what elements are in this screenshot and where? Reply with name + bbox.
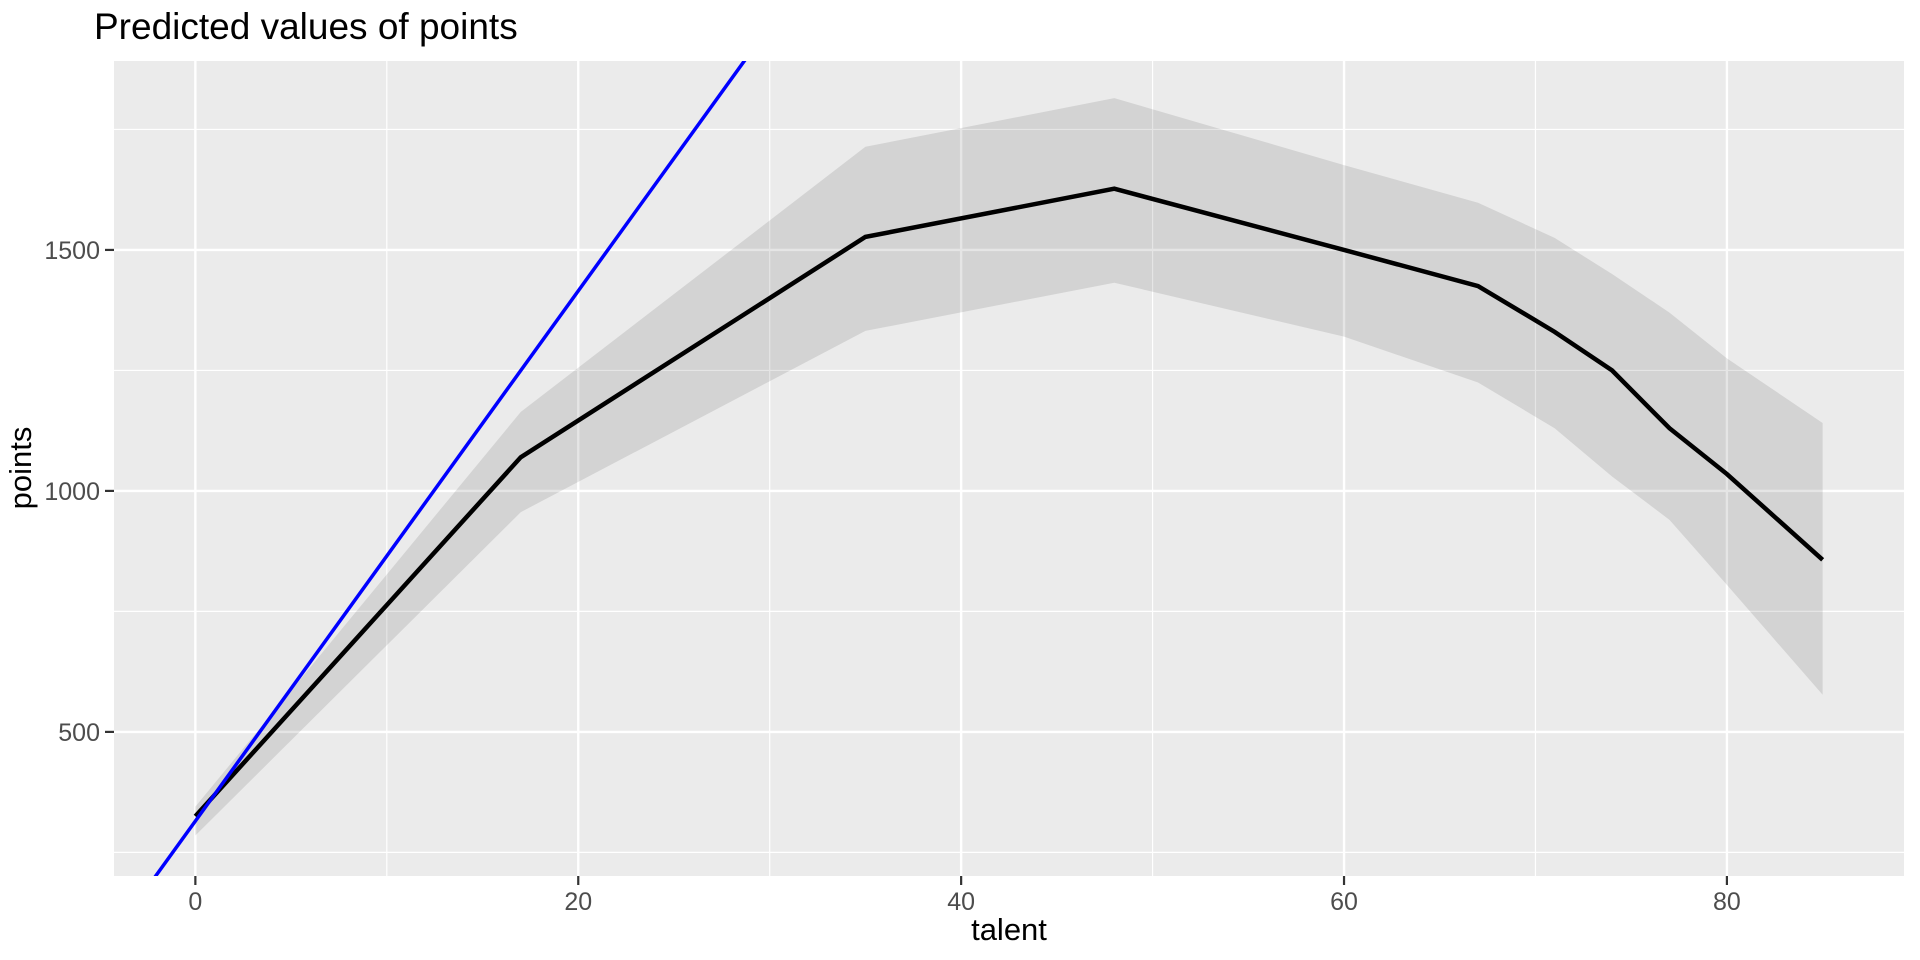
x-tick-label: 80	[1713, 888, 1741, 916]
x-tick-label: 40	[947, 888, 975, 916]
x-tick-label: 60	[1330, 888, 1358, 916]
predicted-line	[193, 186, 1825, 818]
y-tick-label: 1500	[44, 237, 100, 265]
y-tick-labels: 500 1000 1500	[44, 237, 100, 747]
y-axis-title: points	[3, 426, 38, 510]
x-tick-label: 20	[564, 888, 592, 916]
x-tick-labels: 0 20 40 60 80	[188, 888, 1740, 916]
y-tick-label: 1000	[44, 478, 100, 506]
y-tick-label: 500	[58, 719, 100, 747]
minor-gridlines	[114, 61, 1904, 876]
axis-ticks	[105, 248, 1729, 885]
x-axis-title: talent	[971, 912, 1047, 947]
x-tick-label: 0	[188, 888, 202, 916]
reference-line	[153, 61, 747, 876]
confidence-ribbon	[195, 98, 1823, 836]
plot-panel	[114, 61, 1904, 876]
major-gridlines	[114, 61, 1904, 876]
chart-title: Predicted values of points	[94, 6, 518, 47]
